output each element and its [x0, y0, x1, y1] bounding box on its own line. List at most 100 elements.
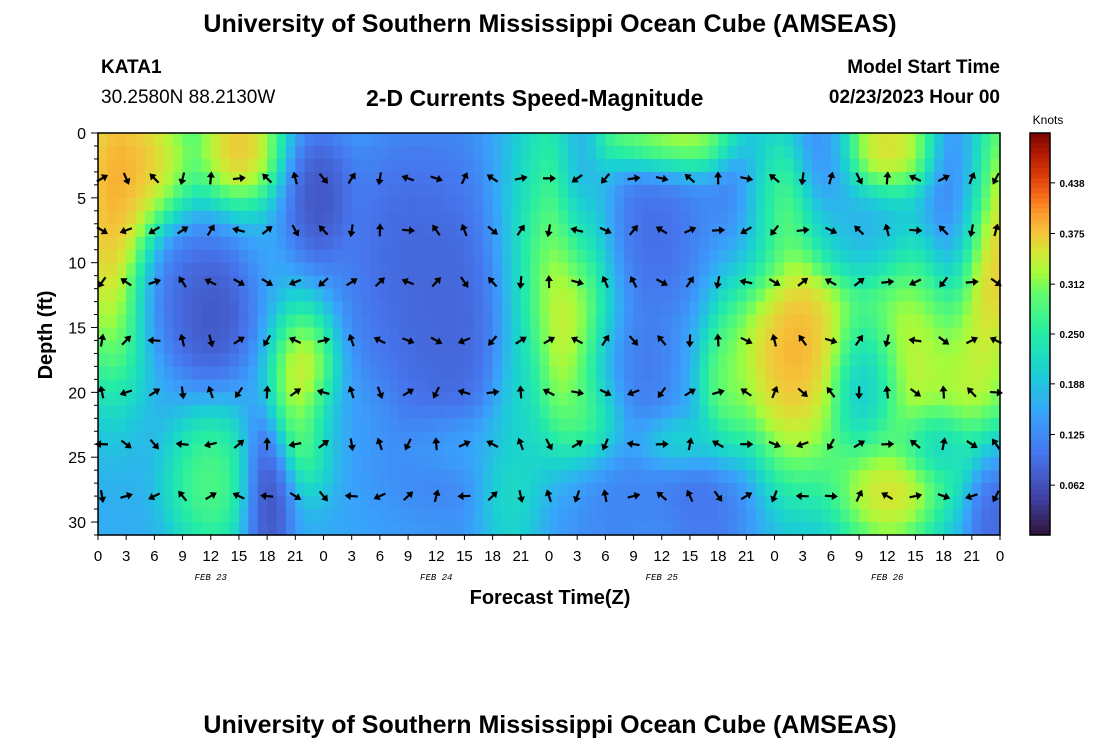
- colorbar-segment: [1030, 218, 1050, 224]
- heatmap-cell: [173, 197, 184, 212]
- heatmap-cell: [736, 366, 747, 380]
- heatmap-cell: [238, 405, 249, 419]
- heatmap-cell: [520, 210, 531, 225]
- heatmap-cell: [624, 288, 635, 303]
- heatmap-cell: [116, 483, 127, 497]
- current-arrow: [883, 334, 891, 348]
- heatmap-cell: [962, 379, 973, 393]
- heatmap-cell: [135, 262, 146, 277]
- heatmap-cell: [642, 340, 653, 355]
- colorbar-segment: [1030, 459, 1050, 466]
- heatmap-cell: [962, 197, 973, 212]
- heatmap-cell: [793, 236, 804, 251]
- heatmap-cell: [680, 210, 691, 225]
- current-arrow: [401, 174, 415, 182]
- heatmap-cell: [502, 171, 513, 186]
- heatmap-cell: [924, 405, 935, 419]
- heatmap-cell: [567, 184, 578, 199]
- heatmap-cell: [971, 392, 982, 406]
- heatmap-cell: [464, 509, 475, 523]
- heatmap-cell: [426, 405, 437, 419]
- heatmap-cell: [257, 405, 268, 419]
- heatmap-cell: [229, 340, 240, 355]
- heatmap-cell: [953, 431, 964, 445]
- heatmap-cell: [201, 184, 212, 199]
- heatmap-cell: [642, 301, 653, 316]
- heatmap-cell: [144, 301, 155, 316]
- heatmap-cell: [567, 431, 578, 445]
- heatmap-cell: [840, 184, 851, 199]
- heatmap-cell: [915, 210, 926, 225]
- heatmap-cell: [116, 522, 127, 536]
- heatmap-cell: [981, 509, 992, 523]
- heatmap-cell: [408, 197, 419, 212]
- heatmap-cell: [896, 340, 907, 355]
- heatmap-cell: [492, 366, 503, 380]
- heatmap-cell: [887, 457, 898, 471]
- heatmap-cell: [877, 262, 888, 277]
- heatmap-cell: [107, 236, 118, 251]
- heatmap-cell: [135, 327, 146, 342]
- heatmap-cell: [765, 275, 776, 290]
- heatmap-cell: [915, 366, 926, 380]
- heatmap-cell: [718, 249, 729, 264]
- heatmap-cell: [708, 457, 719, 471]
- current-arrow: [881, 492, 894, 501]
- heatmap-cell: [511, 509, 522, 523]
- heatmap-cell: [840, 353, 851, 368]
- heatmap-cell: [323, 223, 334, 238]
- heatmap-cell: [586, 249, 597, 264]
- heatmap-cell: [182, 483, 193, 497]
- heatmap-cell: [802, 210, 813, 225]
- current-arrow: [347, 385, 356, 399]
- heatmap-cell: [351, 418, 362, 432]
- heatmap-cell: [736, 327, 747, 342]
- heatmap-cell: [671, 314, 682, 329]
- heatmap-cell: [304, 171, 315, 186]
- heatmap-cell: [652, 236, 663, 251]
- heatmap-cell: [229, 431, 240, 445]
- heatmap-cell: [859, 275, 870, 290]
- heatmap-cell: [605, 522, 616, 536]
- heatmap-cell: [98, 288, 108, 303]
- heatmap-cell: [389, 197, 400, 212]
- heatmap-cell: [464, 522, 475, 536]
- heatmap-cell: [455, 158, 466, 173]
- heatmap-cell: [210, 522, 221, 536]
- heatmap-cell: [821, 353, 832, 368]
- heatmap-cell: [586, 236, 597, 251]
- heatmap-cell: [915, 457, 926, 471]
- current-arrow: [514, 174, 528, 183]
- heatmap-cell: [924, 431, 935, 445]
- current-arrow: [457, 388, 471, 396]
- heatmap-cell: [417, 236, 428, 251]
- heatmap-cell: [530, 366, 541, 380]
- heatmap-cell: [238, 496, 249, 510]
- x-tick-label: 9: [855, 548, 863, 565]
- heatmap-cell: [934, 301, 945, 316]
- heatmap-cell: [953, 483, 964, 497]
- colorbar-segment: [1030, 389, 1050, 395]
- heatmap-cell: [671, 340, 682, 355]
- heatmap-cell: [821, 301, 832, 316]
- heatmap-cell: [163, 301, 174, 316]
- heatmap-cell: [389, 236, 400, 251]
- heatmap-cell: [990, 301, 1001, 316]
- heatmap-cell: [736, 418, 747, 432]
- heatmap-cell: [530, 379, 541, 393]
- heatmap-cell: [342, 509, 353, 523]
- heatmap-cell: [304, 444, 315, 458]
- heatmap-cell: [605, 197, 616, 212]
- heatmap-cell: [736, 431, 747, 445]
- heatmap-cell: [163, 158, 174, 173]
- heatmap-cell: [727, 366, 738, 380]
- heatmap-cell: [934, 379, 945, 393]
- heatmap-cell: [455, 431, 466, 445]
- heatmap-cell: [765, 392, 776, 406]
- heatmap-cell: [238, 236, 249, 251]
- heatmap-cell: [812, 133, 823, 147]
- heatmap-cell: [483, 353, 494, 368]
- heatmap-cell: [426, 288, 437, 303]
- heatmap-cell: [154, 444, 165, 458]
- heatmap-cell: [793, 379, 804, 393]
